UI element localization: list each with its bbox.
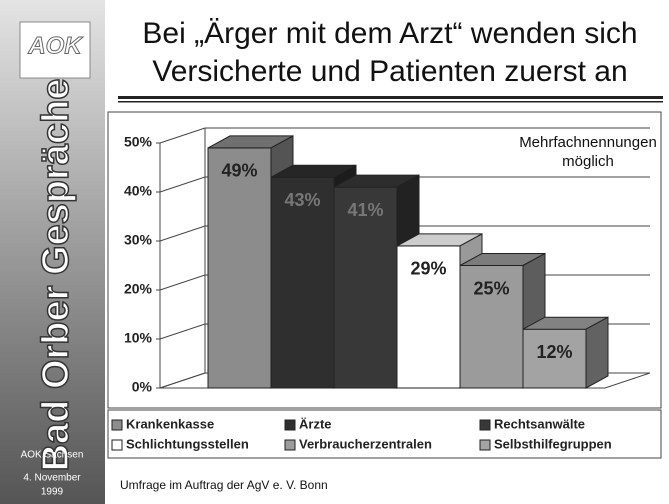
legend-swatch [284, 439, 296, 451]
bar-front [459, 265, 524, 389]
bar-side [585, 316, 609, 389]
org: AOK Sachsen [21, 450, 84, 461]
legend-swatch [111, 419, 123, 431]
vertical-title: Bad Orber Gespräche [35, 79, 77, 472]
grid-line [159, 127, 650, 144]
y-tick-label: 0% [132, 379, 153, 395]
legend-swatch [479, 439, 491, 451]
title: Bei „Ärger mit dem Arzt“ wenden sich [142, 17, 637, 50]
annotation: möglich [562, 153, 614, 170]
legend-swatch [284, 419, 296, 431]
value-label: 41% [347, 200, 383, 220]
legend-label: Rechtsanwälte [494, 416, 585, 431]
value-label: 12% [536, 342, 572, 362]
legend-label: Ärzte [299, 416, 332, 431]
legend-label: Schlichtungsstellen [126, 436, 249, 451]
y-tick-label: 50% [124, 134, 153, 150]
value-label: 29% [410, 259, 446, 279]
grid-line [159, 176, 650, 193]
bar-front [207, 147, 272, 389]
value-label: 43% [284, 190, 320, 210]
rule [118, 101, 663, 103]
y-tick-label: 10% [124, 330, 153, 346]
y-tick-label: 30% [124, 232, 153, 248]
date: 1999 [41, 487, 64, 498]
bar-front [396, 245, 461, 389]
logo-box [19, 21, 91, 79]
rule [118, 96, 663, 99]
annotation: Mehrfachnennungen [519, 134, 657, 151]
title: Versicherte und Patienten zuerst an [152, 55, 627, 88]
value-label: 49% [221, 161, 257, 181]
bar-front [270, 176, 335, 389]
value-label: 25% [473, 278, 509, 298]
legend-label: Verbraucherzentralen [299, 436, 432, 451]
legend-box [107, 409, 662, 459]
legend-label: Krankenkasse [126, 416, 214, 431]
bar-front [333, 186, 398, 389]
legend-swatch [111, 439, 123, 451]
logo: AOK [27, 32, 83, 59]
footer: Umfrage im Auftrag der AgV e. V. Bonn [120, 478, 328, 492]
y-tick-label: 20% [124, 281, 153, 297]
y-tick-label: 40% [124, 183, 153, 199]
date: 4. November [23, 473, 81, 484]
sidebar [0, 0, 105, 504]
bar-front [522, 328, 587, 389]
legend-label: Selbsthilfegruppen [494, 436, 612, 451]
legend-swatch [479, 419, 491, 431]
grid-line [159, 225, 650, 242]
